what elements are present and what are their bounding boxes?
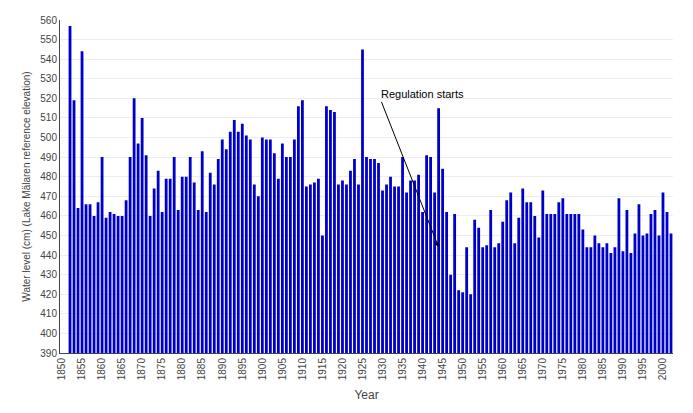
svg-text:400: 400 [40, 328, 57, 339]
svg-text:530: 530 [40, 73, 57, 84]
svg-text:430: 430 [40, 269, 57, 280]
svg-text:1985: 1985 [597, 358, 608, 381]
svg-text:1890: 1890 [217, 358, 228, 381]
svg-text:Water level (cm) (Lake Mälaren: Water level (cm) (Lake Mälaren reference… [21, 71, 32, 301]
svg-text:1915: 1915 [317, 358, 328, 381]
svg-text:440: 440 [40, 250, 57, 261]
svg-text:1850: 1850 [56, 358, 67, 381]
svg-text:1980: 1980 [577, 358, 588, 381]
svg-text:1965: 1965 [517, 358, 528, 381]
svg-text:1940: 1940 [417, 358, 428, 381]
svg-text:490: 490 [40, 152, 57, 163]
svg-text:1905: 1905 [277, 358, 288, 381]
svg-text:1955: 1955 [477, 358, 488, 381]
svg-text:Year: Year [354, 388, 378, 402]
svg-text:420: 420 [40, 289, 57, 300]
svg-text:1995: 1995 [637, 358, 648, 381]
svg-text:550: 550 [40, 34, 57, 45]
svg-text:450: 450 [40, 230, 57, 241]
svg-text:1970: 1970 [537, 358, 548, 381]
svg-text:1925: 1925 [357, 358, 368, 381]
svg-text:1865: 1865 [116, 358, 127, 381]
svg-text:1875: 1875 [156, 358, 167, 381]
svg-text:1870: 1870 [136, 358, 147, 381]
svg-text:1950: 1950 [457, 358, 468, 381]
svg-text:2000: 2000 [657, 358, 668, 381]
svg-text:510: 510 [40, 112, 57, 123]
svg-text:1885: 1885 [196, 358, 207, 381]
svg-text:1960: 1960 [497, 358, 508, 381]
svg-text:1895: 1895 [237, 358, 248, 381]
svg-text:1990: 1990 [617, 358, 628, 381]
svg-text:1880: 1880 [176, 358, 187, 381]
svg-text:500: 500 [40, 132, 57, 143]
svg-text:1900: 1900 [257, 358, 268, 381]
svg-text:1930: 1930 [377, 358, 388, 381]
svg-text:1975: 1975 [557, 358, 568, 381]
svg-text:1860: 1860 [96, 358, 107, 381]
svg-text:1910: 1910 [297, 358, 308, 381]
svg-text:Regulation starts: Regulation starts [381, 88, 464, 100]
svg-text:470: 470 [40, 191, 57, 202]
svg-text:560: 560 [40, 15, 57, 26]
svg-text:540: 540 [40, 54, 57, 65]
svg-text:520: 520 [40, 93, 57, 104]
svg-text:410: 410 [40, 308, 57, 319]
svg-text:390: 390 [40, 348, 57, 359]
svg-text:1920: 1920 [337, 358, 348, 381]
svg-text:1945: 1945 [437, 358, 448, 381]
svg-text:460: 460 [40, 210, 57, 221]
svg-text:1935: 1935 [397, 358, 408, 381]
svg-text:480: 480 [40, 171, 57, 182]
svg-text:1855: 1855 [76, 358, 87, 381]
